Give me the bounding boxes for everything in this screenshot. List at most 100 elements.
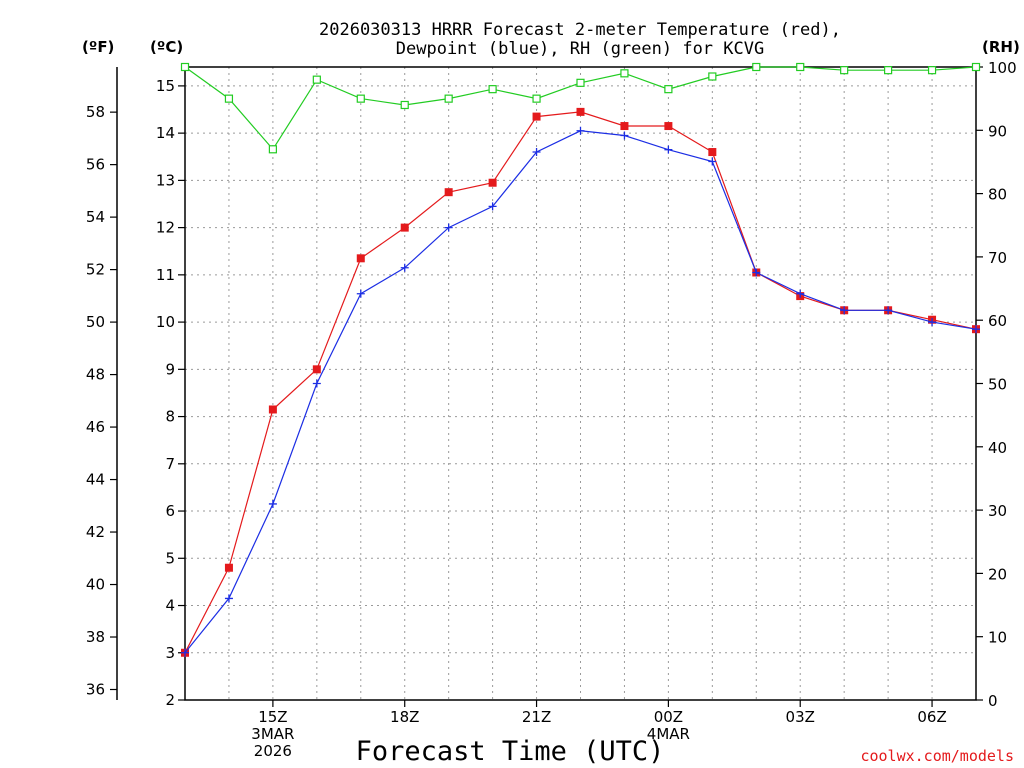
rh-point-17 xyxy=(927,66,937,75)
f-axis-label-36: 36 xyxy=(86,681,105,699)
f-axis-label-56: 56 xyxy=(86,156,105,174)
x-axis-label-24-1: 4MAR xyxy=(647,725,690,743)
c-axis-label-10: 10 xyxy=(156,313,175,331)
f-axis-label-48: 48 xyxy=(86,366,105,384)
rh-point-8 xyxy=(532,94,541,103)
x-axis-label-15-1: 3MAR xyxy=(251,725,294,743)
rh-point-9 xyxy=(576,78,585,87)
rh-unit-label: (RH) xyxy=(982,38,1020,56)
x-axis-label-30-0: 06Z xyxy=(917,708,946,726)
rh-axis-label-60: 60 xyxy=(988,312,1007,330)
rh-point-16 xyxy=(884,66,893,75)
temperature-point-3 xyxy=(312,365,321,374)
c-axis-label-4: 4 xyxy=(165,597,175,615)
temperature-point-9 xyxy=(576,107,585,116)
series xyxy=(180,62,981,657)
rh-point-14 xyxy=(796,62,805,72)
f-axis-label-44: 44 xyxy=(86,471,105,489)
c-axis-label-6: 6 xyxy=(165,502,175,520)
x-axis-label-15-0: 15Z xyxy=(258,708,287,726)
dewpoint-point-1 xyxy=(224,594,233,603)
rh-point-0 xyxy=(180,62,190,72)
temperature-point-12 xyxy=(708,148,717,157)
chart-title-line-2: Dewpoint (blue), RH (green) for KCVG xyxy=(396,39,764,59)
c-axis-label-7: 7 xyxy=(165,455,175,473)
chart-title-line-1: 2026030313 HRRR Forecast 2-meter Tempera… xyxy=(319,20,841,40)
c-axis-label-14: 14 xyxy=(156,124,175,142)
c-axis-label-11: 11 xyxy=(156,266,175,284)
rh-point-11 xyxy=(664,85,673,94)
dewpoint-point-15 xyxy=(840,306,849,315)
rh-axis-label-0: 0 xyxy=(988,692,998,710)
dewpoint-point-10 xyxy=(620,131,629,140)
dewpoint-point-13 xyxy=(752,268,761,277)
temperature-point-1 xyxy=(224,563,233,572)
credit-text: coolwx.com/models xyxy=(860,747,1014,765)
f-axis-label-54: 54 xyxy=(86,208,105,226)
dewpoint-point-7 xyxy=(488,202,497,211)
rh-point-1 xyxy=(224,94,234,103)
rh-axis-label-30: 30 xyxy=(988,502,1007,520)
f-axis-label-42: 42 xyxy=(86,523,105,541)
x-axis-label: Forecast Time (UTC) xyxy=(356,736,665,767)
rh-axis-label-100: 100 xyxy=(988,59,1017,77)
f-axis-label-50: 50 xyxy=(86,313,105,331)
rh-point-10 xyxy=(620,69,629,78)
rh-axis-label-20: 20 xyxy=(988,565,1007,583)
rh-point-12 xyxy=(708,72,717,81)
grid-lines xyxy=(185,67,976,700)
dewpoint-point-17 xyxy=(928,318,937,327)
dewpoint-point-11 xyxy=(664,145,673,154)
f-axis-label-52: 52 xyxy=(86,261,105,279)
c-axis-label-8: 8 xyxy=(165,408,175,426)
rh-point-7 xyxy=(488,85,497,94)
f-axis-label-46: 46 xyxy=(86,418,105,436)
x-axis-label-18-0: 18Z xyxy=(390,708,419,726)
dewpoint-point-3 xyxy=(312,379,321,388)
rh-axis-label-40: 40 xyxy=(988,439,1007,457)
dewpoint-point-2 xyxy=(268,499,277,508)
rh-axis-label-10: 10 xyxy=(988,629,1007,647)
x-axis-label-24-0: 00Z xyxy=(654,708,683,726)
c-axis-label-2: 2 xyxy=(165,691,175,709)
c-axis-label-9: 9 xyxy=(165,360,175,378)
celsius-unit-label: (ºC) xyxy=(150,38,183,56)
dewpoint-point-16 xyxy=(884,306,893,315)
f-axis-label-58: 58 xyxy=(86,103,105,121)
dewpoint-point-12 xyxy=(708,157,717,166)
rh-point-2 xyxy=(268,145,277,154)
f-axis-label-40: 40 xyxy=(86,576,105,594)
temperature-point-2 xyxy=(268,405,277,414)
x-axis-label-27-0: 03Z xyxy=(786,708,815,726)
dewpoint-point-14 xyxy=(796,289,805,298)
x-axis-label-15-2: 2026 xyxy=(254,742,292,760)
dewpoint-point-9 xyxy=(576,126,585,135)
rh-point-4 xyxy=(356,94,365,103)
temperature-point-8 xyxy=(532,112,541,121)
dewpoint-point-6 xyxy=(444,223,453,232)
rh-point-15 xyxy=(840,66,849,75)
fahrenheit-unit-label: (ºF) xyxy=(82,38,114,56)
dewpoint-point-4 xyxy=(356,289,365,298)
c-axis-label-13: 13 xyxy=(156,171,175,189)
dewpoint-point-5 xyxy=(400,263,409,272)
c-axis-label-15: 15 xyxy=(156,77,175,95)
f-axis-label-38: 38 xyxy=(86,628,105,646)
temperature-point-4 xyxy=(356,254,365,263)
rh-point-5 xyxy=(400,100,409,110)
dewpoint-point-0 xyxy=(181,648,189,657)
rh-point-13 xyxy=(752,62,761,72)
rh-axis-label-90: 90 xyxy=(988,122,1007,140)
temperature-point-6 xyxy=(444,188,453,197)
rh-point-3 xyxy=(312,75,321,84)
rh-axis-label-80: 80 xyxy=(988,186,1007,204)
rh-point-18 xyxy=(971,62,981,72)
temperature-point-7 xyxy=(488,178,497,187)
c-axis-label-5: 5 xyxy=(165,549,175,567)
c-axis-label-12: 12 xyxy=(156,219,175,237)
temperature-point-11 xyxy=(664,122,673,131)
dewpoint-point-8 xyxy=(532,148,541,157)
rh-axis-label-70: 70 xyxy=(988,249,1007,267)
